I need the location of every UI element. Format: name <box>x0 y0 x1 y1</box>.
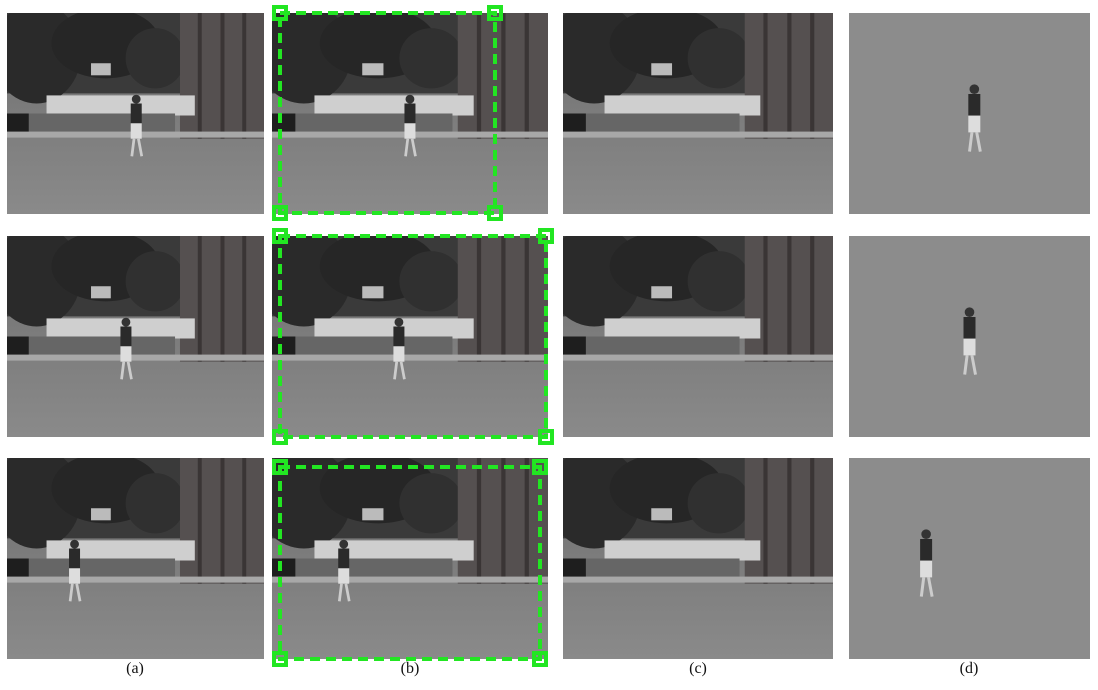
frame-image <box>256 448 548 659</box>
page: (a) (b) (c) (d) (() => { const data = JS… <box>0 0 1098 685</box>
frame-image <box>0 226 264 437</box>
frame-image <box>547 226 833 437</box>
column-label: (b) <box>401 660 420 677</box>
frame-image <box>547 448 833 659</box>
frame-image <box>0 448 264 659</box>
difference-image <box>849 458 1090 659</box>
column-label: (c) <box>689 660 707 677</box>
column-label: (a) <box>126 660 144 677</box>
frame-image <box>256 3 548 214</box>
frame-image <box>547 3 833 214</box>
column-label: (d) <box>960 660 979 677</box>
figure: (a) (b) (c) (d) <box>0 0 1098 685</box>
